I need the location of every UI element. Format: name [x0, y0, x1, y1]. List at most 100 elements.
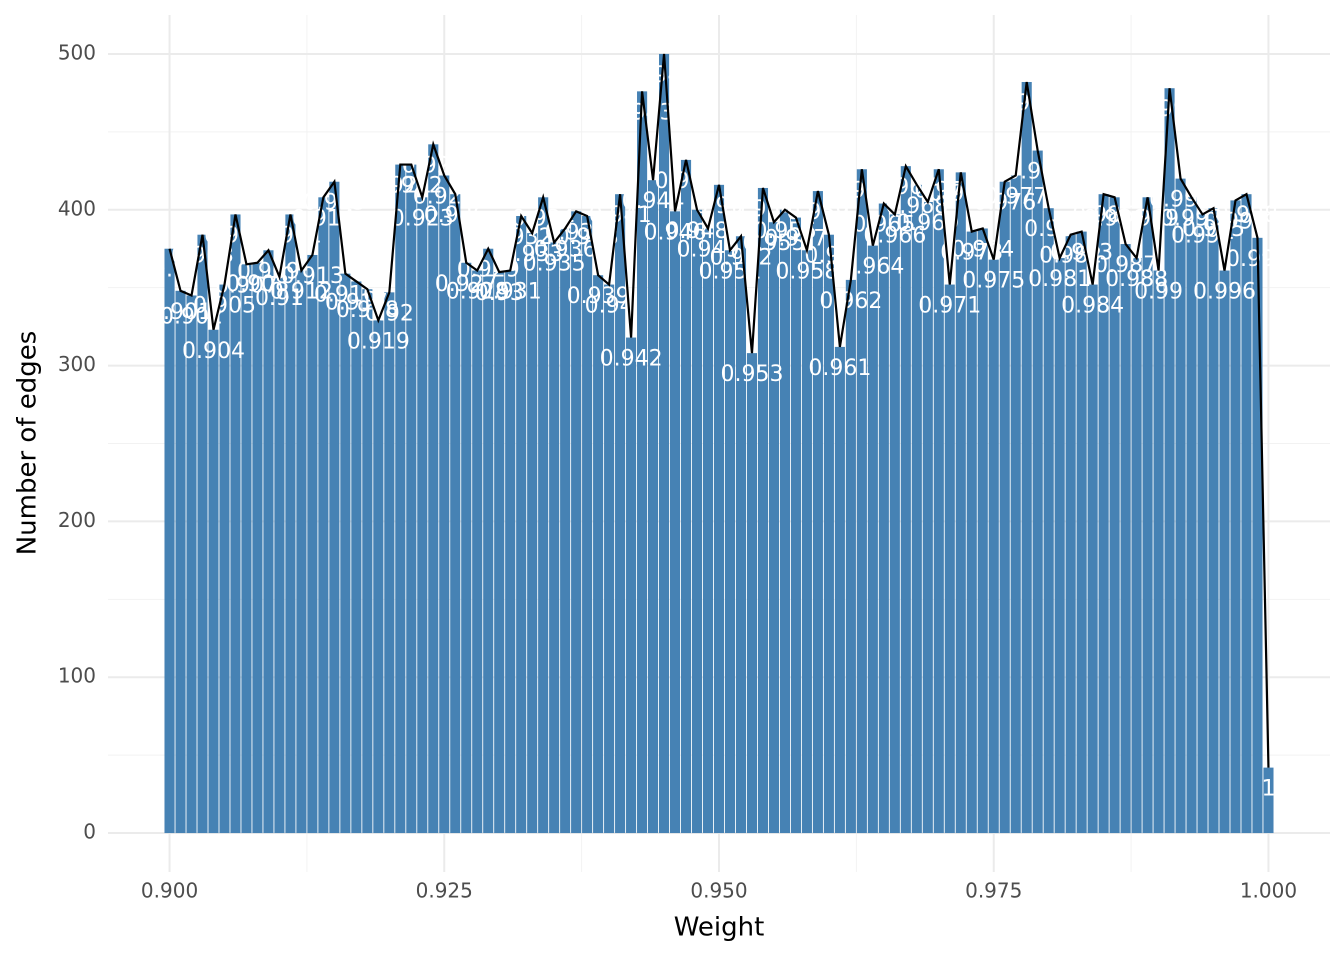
bar-label: 0.931 — [479, 280, 542, 305]
bar-label: 0.942 — [600, 347, 663, 372]
bar — [911, 184, 922, 834]
bar-label: 0.932 — [490, 225, 553, 250]
bar-label: 0.969 — [896, 211, 959, 236]
bar-label: 0.975 — [962, 269, 1025, 294]
bar — [1076, 231, 1087, 834]
bar — [197, 234, 208, 834]
bar — [1263, 767, 1274, 834]
bar — [1241, 194, 1252, 834]
bar — [1120, 244, 1131, 834]
bar — [768, 222, 780, 834]
bar-label: 0.93 — [475, 281, 524, 306]
bar — [593, 275, 604, 834]
bar-label: 0.982 — [1039, 244, 1102, 269]
bar-label: 0.99 — [1134, 280, 1183, 305]
bar — [538, 197, 549, 834]
bar-label: 0.927 — [435, 272, 498, 297]
bar — [340, 273, 351, 834]
bar — [1054, 258, 1065, 834]
bar — [999, 181, 1010, 834]
bar-label: 0.992 — [1149, 188, 1212, 213]
bar — [900, 166, 911, 834]
bar-label: 0.959 — [786, 200, 849, 225]
bar-label: 0.986 — [1083, 206, 1146, 231]
y-tick-label: 500 — [58, 40, 96, 64]
bar-label: 1 — [1261, 777, 1275, 802]
bar-label: 0.973 — [940, 241, 1003, 266]
bar — [494, 272, 505, 834]
bar-label: 0.947 — [655, 169, 718, 194]
bar — [285, 214, 296, 834]
bar — [1153, 270, 1164, 834]
bar-label: 0.95 — [695, 194, 744, 219]
bar — [274, 276, 285, 834]
bar — [384, 292, 395, 834]
bar-label: 0.988 — [1105, 267, 1168, 292]
bar-label: 0.94 — [585, 294, 634, 319]
bar — [505, 270, 516, 834]
y-tick-label: 0 — [83, 820, 96, 844]
y-tick-label: 300 — [58, 352, 96, 376]
bar-label: 0.948 — [666, 219, 729, 244]
bar — [604, 284, 615, 834]
bar-label: 0.918 — [336, 298, 399, 323]
bar — [615, 194, 626, 834]
bar — [571, 211, 582, 834]
bar-label: 0.919 — [347, 329, 410, 354]
bar — [373, 320, 384, 834]
bar-label: 0.905 — [193, 294, 256, 319]
bar-label: 0.957 — [764, 227, 827, 252]
bar — [395, 164, 406, 834]
bar — [461, 262, 472, 834]
bar-label: 0.984 — [1061, 294, 1124, 319]
bar — [1219, 270, 1230, 834]
bar-label: 0.915 — [303, 191, 366, 216]
bar-label: 0.958 — [775, 259, 838, 284]
bar — [164, 248, 175, 834]
bar — [516, 216, 527, 834]
bar — [922, 201, 933, 834]
bar-label: 0.963 — [830, 178, 893, 203]
bar-label: 0.953 — [720, 362, 783, 387]
bar — [1142, 197, 1153, 834]
bar — [966, 231, 977, 834]
bar-label: 0.951 — [698, 259, 761, 284]
bar-label: 0.914 — [292, 206, 355, 231]
bar — [329, 181, 340, 834]
bar — [746, 353, 758, 834]
bar — [219, 284, 230, 834]
x-tick-label: 1.000 — [1240, 879, 1297, 903]
bar — [856, 169, 867, 834]
bar — [1186, 197, 1197, 834]
bar-label: 0.983 — [1050, 241, 1113, 266]
bar — [351, 281, 362, 834]
x-tick-label: 0.900 — [141, 879, 198, 903]
bar-label: 0.923 — [391, 206, 454, 231]
bar — [230, 214, 241, 834]
bar — [1252, 237, 1263, 834]
bar — [801, 250, 812, 834]
bar-label: 0.939 — [567, 284, 630, 309]
bar — [472, 270, 483, 834]
bar — [1065, 234, 1076, 834]
bar — [318, 197, 329, 834]
bar — [1032, 150, 1043, 834]
bar — [757, 187, 769, 834]
bar — [977, 228, 988, 834]
bar-label: 0.936 — [534, 237, 597, 262]
bar — [1021, 82, 1032, 834]
bar-label: 0.91 — [255, 286, 304, 311]
y-tick-label: 100 — [58, 664, 96, 688]
bar — [845, 279, 856, 834]
bar — [406, 164, 417, 834]
bar — [1208, 208, 1219, 834]
bar — [944, 284, 955, 834]
bar-label: 0.928 — [446, 280, 509, 305]
bar — [208, 329, 219, 834]
bar-label: 0.985 — [1072, 203, 1135, 228]
bar — [307, 254, 318, 834]
bar — [483, 248, 494, 834]
bar — [867, 245, 878, 834]
bar — [648, 180, 659, 834]
